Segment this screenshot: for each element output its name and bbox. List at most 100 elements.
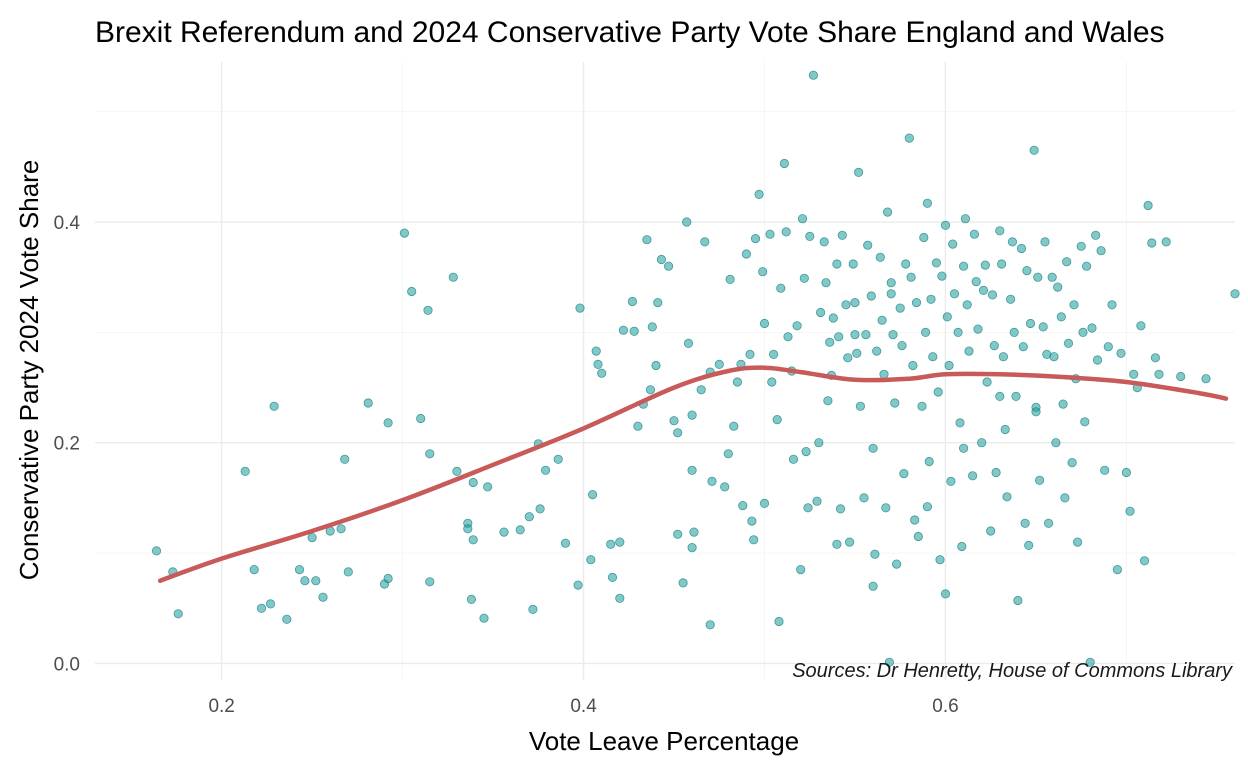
data-point (1063, 258, 1071, 266)
data-point (947, 477, 955, 485)
x-axis-title: Vote Leave Percentage (529, 726, 799, 756)
y-tick-label: 0.2 (54, 434, 80, 455)
data-point (1122, 468, 1130, 476)
data-point (648, 323, 656, 331)
data-point (972, 277, 980, 285)
data-point (301, 577, 309, 585)
data-point (449, 273, 457, 281)
data-point (936, 556, 944, 564)
data-point (341, 455, 349, 463)
data-point (853, 349, 861, 357)
data-point (941, 590, 949, 598)
data-point (918, 402, 926, 410)
data-point (384, 574, 392, 582)
data-point (453, 467, 461, 475)
data-point (283, 615, 291, 623)
x-tick-label: 0.6 (932, 696, 958, 717)
data-point (959, 262, 967, 270)
data-point (961, 215, 969, 223)
data-point (1070, 301, 1078, 309)
data-point (871, 550, 879, 558)
data-point (883, 208, 891, 216)
data-point (923, 503, 931, 511)
data-point (793, 322, 801, 330)
data-point (978, 439, 986, 447)
data-point (1003, 493, 1011, 501)
data-point (1032, 408, 1040, 416)
data-point (768, 378, 776, 386)
data-point (950, 290, 958, 298)
data-point (851, 298, 859, 306)
data-point (1052, 439, 1060, 447)
data-point (561, 539, 569, 547)
data-point (981, 261, 989, 269)
data-point (1231, 290, 1239, 298)
data-point (654, 298, 662, 306)
data-point (312, 577, 320, 585)
data-point (1155, 370, 1163, 378)
data-point (616, 594, 624, 602)
data-point (782, 228, 790, 236)
data-point (963, 301, 971, 309)
data-point (1126, 507, 1134, 515)
data-point (464, 525, 472, 533)
data-point (594, 360, 602, 368)
data-point (1081, 418, 1089, 426)
data-point (769, 350, 777, 358)
data-point (949, 240, 957, 248)
data-point (789, 455, 797, 463)
data-point (802, 447, 810, 455)
data-point (804, 504, 812, 512)
data-point (766, 230, 774, 238)
data-point (925, 457, 933, 465)
data-point (724, 450, 732, 458)
data-point (954, 328, 962, 336)
data-point (742, 250, 750, 258)
data-point (1023, 266, 1031, 274)
data-point (733, 378, 741, 386)
data-point (900, 469, 908, 477)
data-point (813, 497, 821, 505)
data-point (1177, 372, 1185, 380)
data-point (979, 286, 987, 294)
data-point (598, 369, 606, 377)
data-point (836, 505, 844, 513)
data-point (1093, 356, 1101, 364)
data-point (750, 536, 758, 544)
data-point (992, 468, 1000, 476)
data-point (536, 505, 544, 513)
data-point (541, 466, 549, 474)
data-point (1144, 201, 1152, 209)
data-point (1059, 400, 1067, 408)
data-point (688, 411, 696, 419)
data-point (726, 275, 734, 283)
data-point (838, 231, 846, 239)
data-point (1048, 273, 1056, 281)
data-point (1092, 231, 1100, 239)
data-point (891, 399, 899, 407)
data-point (798, 215, 806, 223)
data-point (400, 229, 408, 237)
data-point (806, 232, 814, 240)
data-point (730, 422, 738, 430)
data-point (999, 353, 1007, 361)
data-point (920, 233, 928, 241)
data-point (646, 386, 654, 394)
data-point (869, 582, 877, 590)
data-point (780, 159, 788, 167)
data-point (892, 560, 900, 568)
data-point (988, 291, 996, 299)
data-point (592, 347, 600, 355)
data-point (1101, 466, 1109, 474)
data-point (1162, 238, 1170, 246)
data-point (408, 287, 416, 295)
data-point (657, 255, 665, 263)
data-point (469, 536, 477, 544)
y-axis-title: Conservative Party 2024 Vote Share (14, 160, 44, 581)
data-point (867, 292, 875, 300)
data-point (1021, 519, 1029, 527)
data-point (588, 490, 596, 498)
data-point (516, 526, 524, 534)
x-tick-label: 0.4 (570, 696, 597, 717)
